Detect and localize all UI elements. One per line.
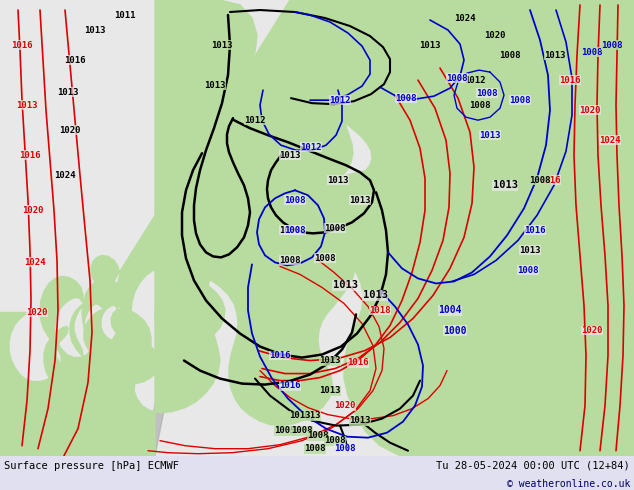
Text: 1008: 1008 (334, 444, 356, 453)
Text: 1020: 1020 (484, 30, 506, 40)
Text: 1024: 1024 (24, 258, 46, 267)
Text: 1013: 1013 (279, 151, 301, 160)
Text: 1013: 1013 (57, 88, 79, 97)
Text: 1016: 1016 (269, 351, 291, 360)
Text: 1008: 1008 (395, 94, 417, 102)
Text: 1013: 1013 (493, 180, 517, 190)
Text: 1008: 1008 (529, 176, 551, 185)
Text: 1016: 1016 (19, 151, 41, 160)
Text: 1013: 1013 (349, 196, 371, 205)
Text: 1005: 1005 (275, 426, 295, 435)
Text: 1008: 1008 (469, 100, 491, 110)
Text: 1013: 1013 (211, 41, 233, 49)
Text: 1008: 1008 (476, 89, 498, 98)
Text: 1013: 1013 (349, 416, 371, 425)
Text: 1013: 1013 (544, 50, 566, 60)
Text: 1013: 1013 (363, 291, 387, 300)
Text: 1008: 1008 (324, 436, 346, 445)
Text: 1016: 1016 (540, 176, 560, 185)
Text: 1013: 1013 (320, 386, 340, 395)
Text: 1013: 1013 (320, 356, 340, 365)
Text: Tu 28-05-2024 00:00 UTC (12+84): Tu 28-05-2024 00:00 UTC (12+84) (436, 461, 630, 471)
Polygon shape (152, 86, 216, 456)
Text: 1013: 1013 (519, 246, 541, 255)
Text: 1008: 1008 (304, 444, 326, 453)
Text: 1008: 1008 (601, 41, 623, 49)
Text: 1008: 1008 (446, 74, 468, 83)
Text: 1024: 1024 (454, 14, 476, 23)
Text: 1013: 1013 (419, 41, 441, 49)
Text: 1013: 1013 (289, 411, 311, 420)
Text: 1008: 1008 (581, 48, 603, 56)
Text: 1013: 1013 (299, 411, 321, 420)
Text: 1016: 1016 (347, 358, 369, 367)
Text: © weatheronline.co.uk: © weatheronline.co.uk (507, 479, 630, 489)
Text: 1008: 1008 (499, 50, 521, 60)
Text: 1004: 1004 (438, 305, 462, 316)
Text: 1008: 1008 (284, 196, 306, 205)
Text: 1020: 1020 (581, 326, 603, 335)
Text: 1016: 1016 (279, 381, 301, 390)
Text: 1020: 1020 (59, 126, 81, 135)
Text: 1008: 1008 (307, 431, 329, 440)
Text: 1016: 1016 (559, 75, 581, 85)
Text: 1016: 1016 (524, 226, 546, 235)
Text: Surface pressure [hPa] ECMWF: Surface pressure [hPa] ECMWF (4, 461, 179, 471)
Text: 1013: 1013 (479, 131, 501, 140)
Text: 1008: 1008 (324, 224, 346, 233)
Text: 1013: 1013 (332, 280, 358, 291)
Polygon shape (44, 0, 634, 456)
Text: 1013: 1013 (16, 100, 38, 110)
Text: 1008: 1008 (314, 254, 336, 263)
Text: 1012: 1012 (244, 116, 266, 124)
Text: 1000: 1000 (443, 325, 467, 336)
Text: 1020: 1020 (579, 106, 601, 115)
Text: 1020: 1020 (22, 206, 44, 215)
Text: 1018: 1018 (369, 306, 391, 315)
Text: 1012: 1012 (464, 75, 486, 85)
Text: 1016: 1016 (11, 41, 33, 49)
Text: 1024: 1024 (599, 136, 621, 145)
Text: 1008: 1008 (517, 266, 539, 275)
Text: 1008: 1008 (279, 256, 301, 265)
Text: 1008: 1008 (284, 226, 306, 235)
Text: 1013: 1013 (84, 25, 106, 35)
Polygon shape (0, 0, 257, 456)
Text: 1013: 1013 (327, 176, 349, 185)
Text: 1013: 1013 (204, 81, 226, 90)
Text: 1024: 1024 (55, 171, 75, 180)
Text: 1012: 1012 (301, 143, 321, 152)
Text: 1020: 1020 (26, 308, 48, 317)
Text: 1011: 1011 (114, 10, 136, 20)
Text: 1020: 1020 (334, 401, 356, 410)
Text: 1008: 1008 (279, 226, 301, 235)
Text: 1016: 1016 (64, 55, 86, 65)
Text: 1012: 1012 (329, 96, 351, 105)
Text: 1008: 1008 (291, 426, 313, 435)
Text: 1008: 1008 (509, 96, 531, 105)
